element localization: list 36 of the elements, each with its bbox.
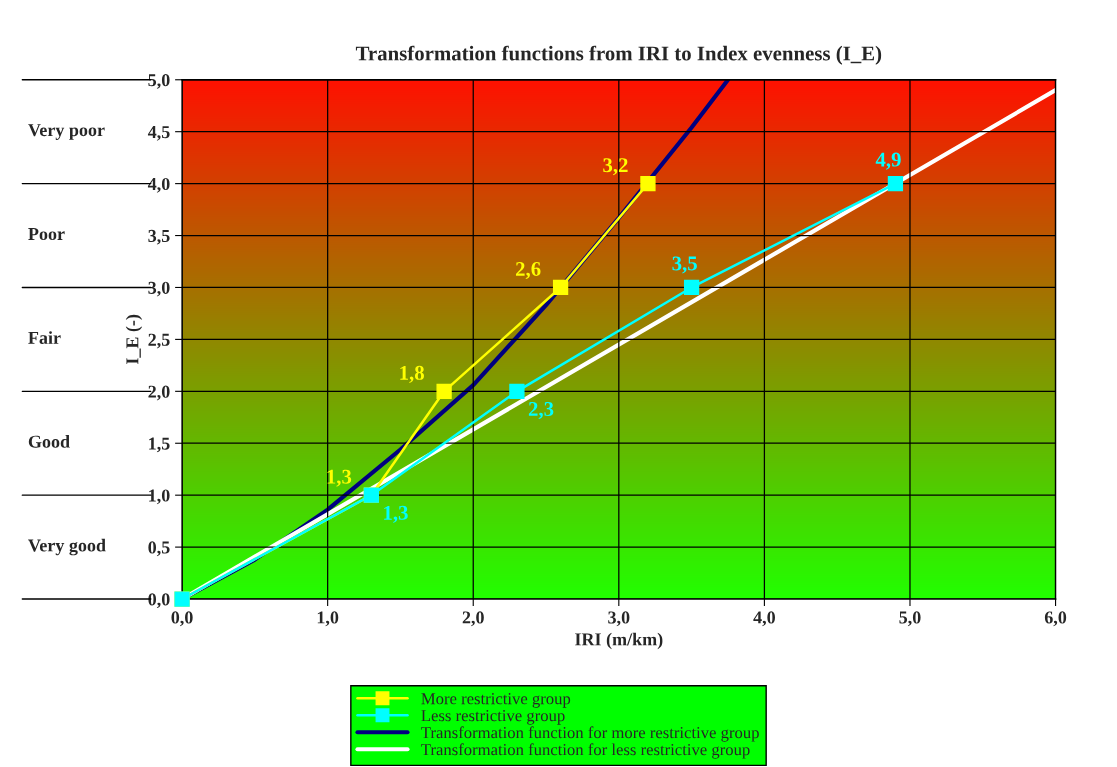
annotation: 3,5 (672, 256, 697, 274)
x-tick-label: 6,0 (1044, 611, 1067, 627)
y-tick-label: 3,5 (148, 229, 170, 245)
x-tick-label: 4,0 (753, 611, 775, 627)
legend-label: Less restrictive group (421, 710, 565, 725)
y-tick-label: 1,5 (149, 437, 170, 453)
y-tick-label: 2,5 (148, 333, 170, 349)
x-tick-label: 1,0 (317, 611, 339, 627)
legend-label: More restrictive group (421, 693, 571, 708)
y-tick-label: 4,5 (147, 126, 170, 141)
text: Very poor (28, 124, 105, 140)
annotation: 2,3 (528, 401, 554, 419)
x-axis-title: IRI (m/km) (575, 632, 663, 650)
y-tick-label: 3,0 (148, 281, 170, 297)
annotation: 4,9 (875, 152, 901, 170)
y-tick-label: 2,0 (148, 385, 170, 401)
y-tick-label: 1,0 (149, 489, 170, 505)
x-tick-label: 3,0 (608, 611, 630, 627)
text: Very good (28, 538, 106, 556)
y-tick-label: 4,0 (147, 177, 170, 193)
annotation: 2,6 (515, 262, 541, 280)
annotation: 1,3 (384, 505, 408, 523)
text: Fair (28, 331, 61, 344)
y-tick-label: 0,0 (148, 593, 170, 609)
y-axis-title: I_E (-) (125, 314, 143, 365)
text: Poor (28, 228, 65, 241)
y-tick-label: 0,5 (148, 541, 170, 557)
x-tick-label: 0,0 (171, 611, 193, 627)
y-tick-label: 5,0 (148, 74, 170, 89)
x-tick-label: 5,0 (899, 611, 921, 627)
legend-label: Transformation function for less restrictive group (421, 743, 750, 759)
legend-label: Transformation function for more restrictive group (421, 726, 759, 742)
text: Good (28, 435, 70, 448)
x-tick-label: 2,0 (462, 611, 484, 627)
annotation: 1,8 (400, 365, 424, 383)
chart-title: Transformation functions from IRI to Index evenness (I_E) (355, 45, 882, 65)
